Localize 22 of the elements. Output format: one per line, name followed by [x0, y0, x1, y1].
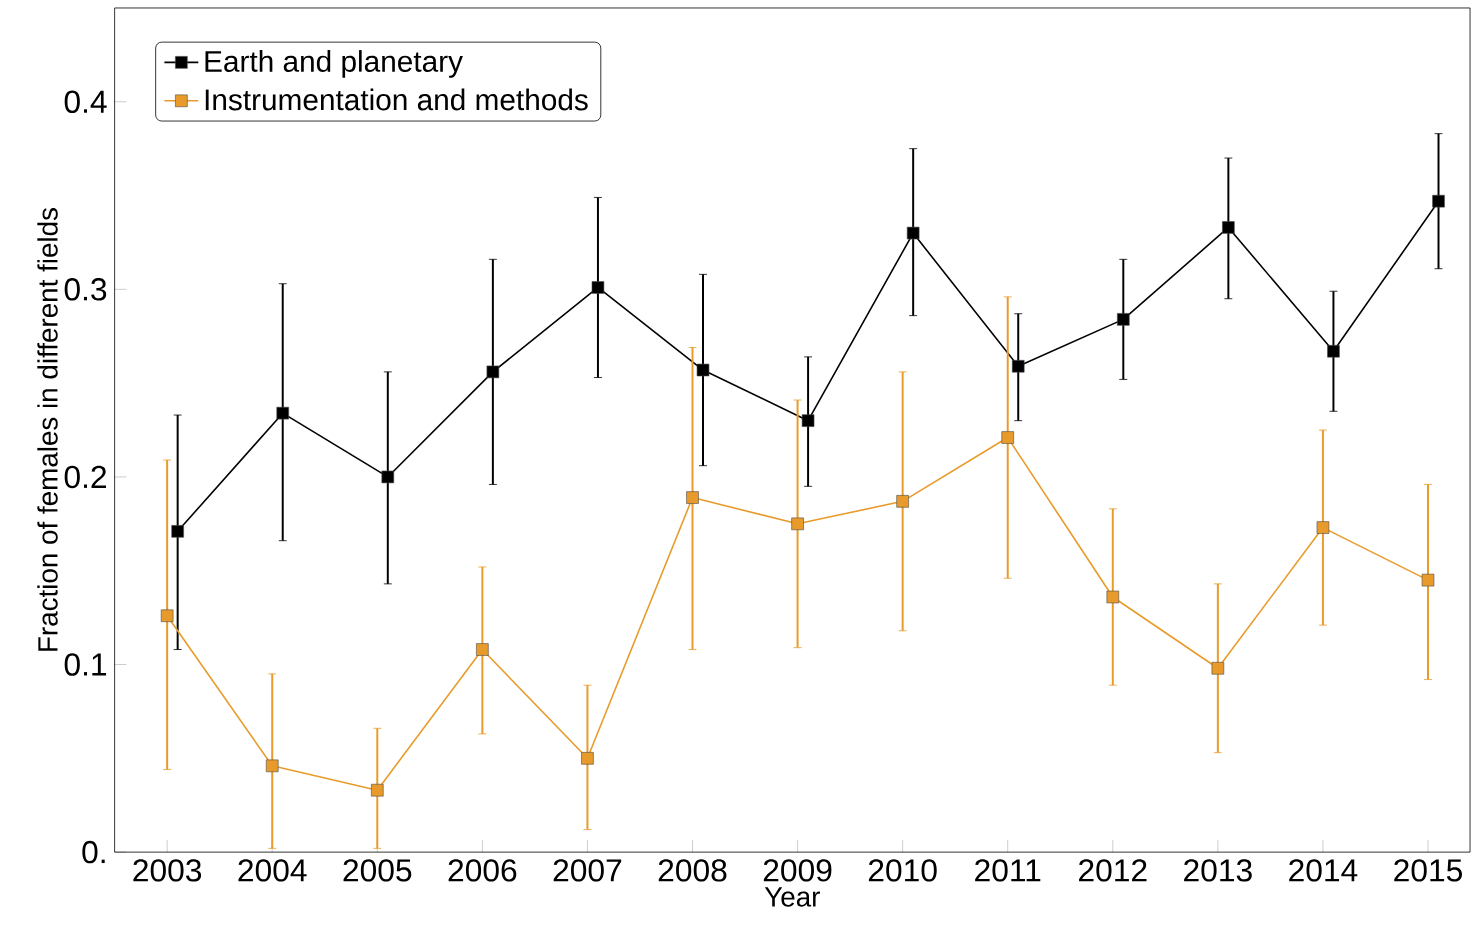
legend-label: Earth and planetary — [205, 50, 463, 78]
y-axis-title: Fraction of females in different fields — [37, 208, 58, 651]
x-tick-label: 2014 — [1289, 859, 1358, 882]
y-tick-label: 0.1 — [64, 653, 107, 676]
legend-label: Instrumentation and methods — [205, 88, 588, 111]
x-tick-label: 2010 — [868, 859, 937, 882]
x-tick-label: 2004 — [238, 859, 307, 882]
x-tick-label: 2008 — [658, 859, 727, 882]
y-tick-label: 0.3 — [64, 278, 107, 301]
x-tick-label: 2006 — [448, 859, 517, 882]
x-tick-label: 2015 — [1394, 859, 1462, 882]
y-tick-label: 0.2 — [64, 465, 106, 489]
x-tick-label: 2003 — [133, 859, 202, 882]
y-tick-label: 0.4 — [64, 90, 107, 114]
x-tick-label: 2013 — [1184, 859, 1252, 882]
x-axis-title: Year — [764, 887, 820, 907]
x-tick-label: 2007 — [553, 859, 622, 882]
y-tick-label: 0. — [82, 840, 105, 864]
x-tick-label: 2009 — [763, 859, 832, 882]
x-tick-label: 2005 — [343, 859, 412, 882]
x-tick-label: 2011 — [975, 859, 1041, 882]
x-tick-label: 2012 — [1079, 859, 1147, 882]
